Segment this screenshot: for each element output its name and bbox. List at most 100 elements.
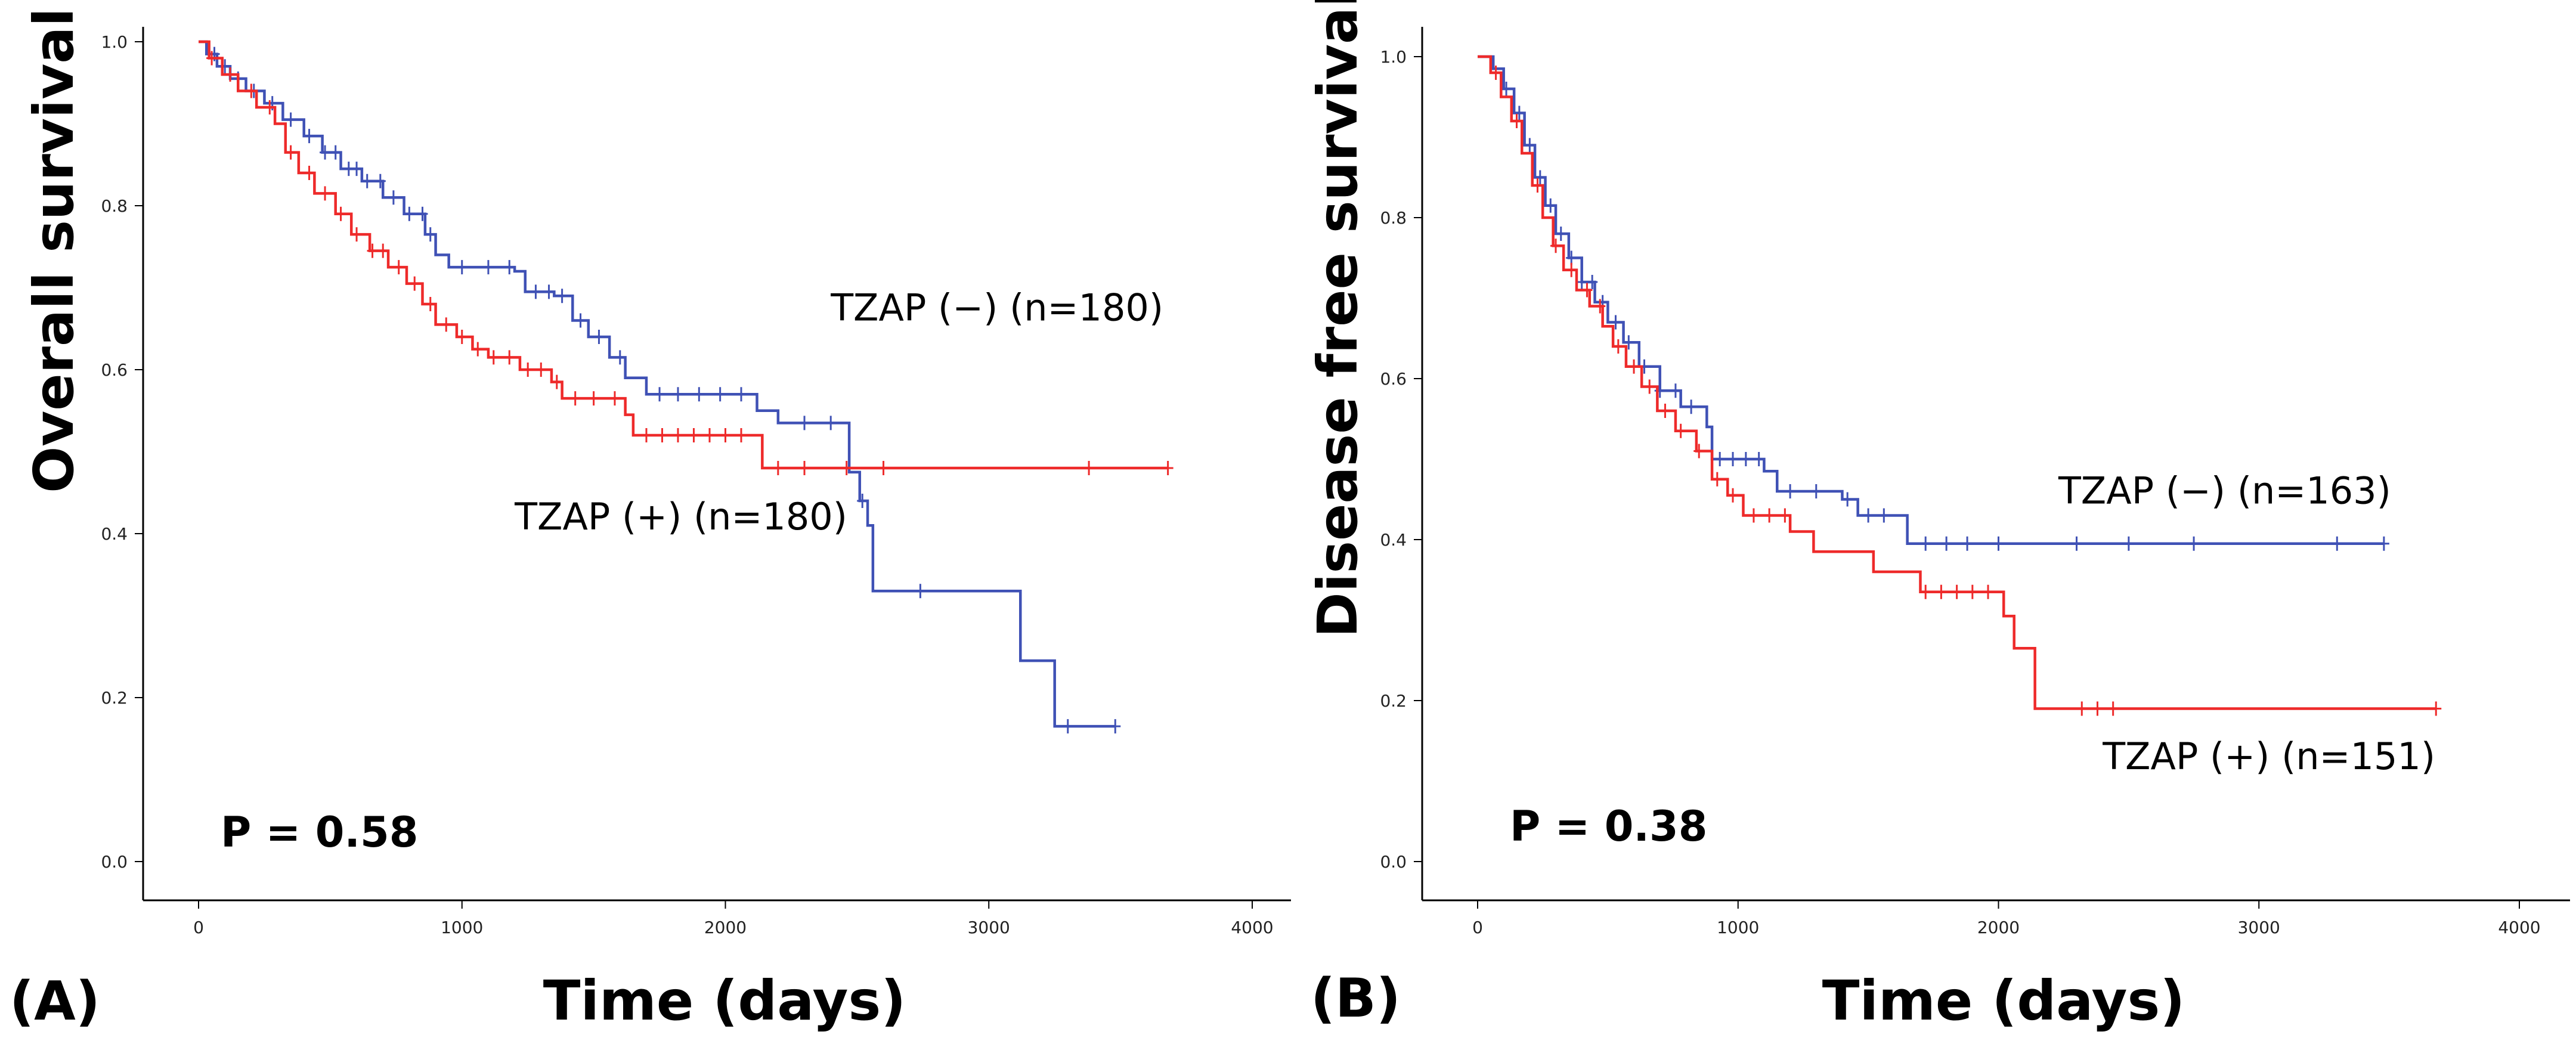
y-tick-label: 0.6 (101, 360, 128, 380)
censor-mark (304, 166, 315, 180)
censor-mark (1566, 250, 1577, 265)
x-axis-title: Time (days) (543, 969, 906, 1033)
censor-mark (1993, 536, 2004, 551)
legend-label: TZAP (−) (n=163) (2058, 469, 2391, 512)
censor-mark (1083, 461, 1095, 475)
censor-mark (330, 145, 341, 160)
censor-mark (1566, 262, 1577, 277)
censor-mark (1623, 335, 1634, 350)
censor-mark (351, 227, 363, 242)
censor-mark (915, 584, 926, 599)
censor-mark (2123, 536, 2134, 551)
censor-mark (441, 317, 452, 332)
censor-mark (304, 129, 315, 144)
censor-mark (393, 260, 404, 275)
y-tick-label: 0.2 (1380, 691, 1407, 711)
censor-mark (1545, 198, 1556, 213)
censor-mark (320, 145, 331, 160)
censor-mark (772, 461, 784, 475)
series-negative (199, 40, 1121, 734)
censor-mark (246, 83, 257, 98)
x-tick-label: 4000 (2498, 918, 2540, 937)
censor-mark (609, 391, 620, 406)
censor-mark (640, 428, 652, 442)
censor-mark (2188, 536, 2200, 551)
censor-mark (654, 387, 665, 402)
censor-mark (704, 428, 715, 442)
censor-mark (351, 162, 363, 176)
censor-mark (522, 363, 534, 377)
censor-mark (409, 276, 420, 291)
y-tick-label: 0.4 (1380, 530, 1407, 550)
censor-mark (1576, 275, 1587, 289)
y-tick-label: 0.0 (101, 852, 128, 872)
censor-mark (1748, 508, 1759, 523)
censor-mark (504, 260, 515, 275)
censor-mark (530, 284, 541, 299)
censor-mark (825, 416, 837, 430)
censor-mark (1612, 339, 1624, 354)
censor-mark (1810, 484, 1822, 498)
censor-mark (1920, 584, 1931, 599)
censor-mark (551, 374, 562, 389)
censor-mark (417, 206, 428, 221)
legend-label: TZAP (+) (n=151) (2102, 735, 2435, 778)
censor-mark (736, 387, 747, 402)
survival-curve (1478, 55, 2436, 710)
censor-mark (543, 284, 555, 299)
y-axis-title: Overall survival (22, 8, 86, 493)
censor-mark (2092, 701, 2103, 716)
censor-mark (206, 51, 218, 66)
censor-mark (425, 227, 436, 242)
censor-mark (799, 461, 810, 475)
censor-mark (614, 350, 626, 365)
censor-mark (2071, 536, 2082, 551)
censor-mark (488, 350, 499, 365)
survival-curve (199, 40, 1168, 470)
y-tick-label: 0.2 (101, 688, 128, 708)
y-tick-label: 0.4 (101, 524, 128, 544)
censor-mark (1711, 472, 1723, 487)
censor-mark (1962, 536, 1973, 551)
panel-label: (B) (1311, 967, 1401, 1030)
censor-mark (1740, 452, 1751, 466)
censor-mark (1693, 444, 1705, 459)
censor-mark (472, 342, 484, 357)
p-value: P = 0.38 (1510, 802, 1707, 851)
censor-mark (2107, 701, 2119, 716)
y-tick-label: 0.6 (1380, 369, 1407, 389)
censor-mark (575, 313, 586, 328)
censor-mark (1644, 379, 1655, 394)
censor-mark (374, 174, 386, 188)
censor-mark (1581, 283, 1593, 298)
censor-mark (878, 461, 889, 475)
censor-mark (1983, 584, 1994, 599)
x-tick-label: 2000 (1977, 918, 2020, 937)
censor-mark (672, 428, 683, 442)
survival-curve (199, 40, 1116, 728)
censor-mark (657, 428, 668, 442)
censor-mark (1524, 138, 1535, 153)
y-tick-label: 0.8 (1380, 208, 1407, 228)
censor-mark (377, 243, 389, 258)
censor-mark (1610, 315, 1621, 330)
x-tick-label: 0 (1472, 918, 1483, 937)
censor-mark (504, 350, 515, 365)
censor-mark (456, 330, 467, 344)
censor-mark (367, 243, 378, 258)
censor-mark (1941, 536, 1952, 551)
censor-mark (672, 387, 683, 402)
censor-mark (1920, 536, 1931, 551)
x-tick-label: 4000 (1231, 918, 1273, 937)
censor-mark (1764, 508, 1775, 523)
censor-mark (588, 391, 599, 406)
y-axis-title: Disease free survival (1306, 0, 1370, 638)
censor-mark (1501, 82, 1512, 96)
x-tick-label: 3000 (968, 918, 1010, 937)
censor-mark (1686, 399, 1697, 414)
y-tick-label: 1.0 (101, 32, 128, 52)
censor-mark (1587, 275, 1598, 289)
censor-mark (1659, 404, 1671, 418)
censor-mark (225, 67, 236, 82)
